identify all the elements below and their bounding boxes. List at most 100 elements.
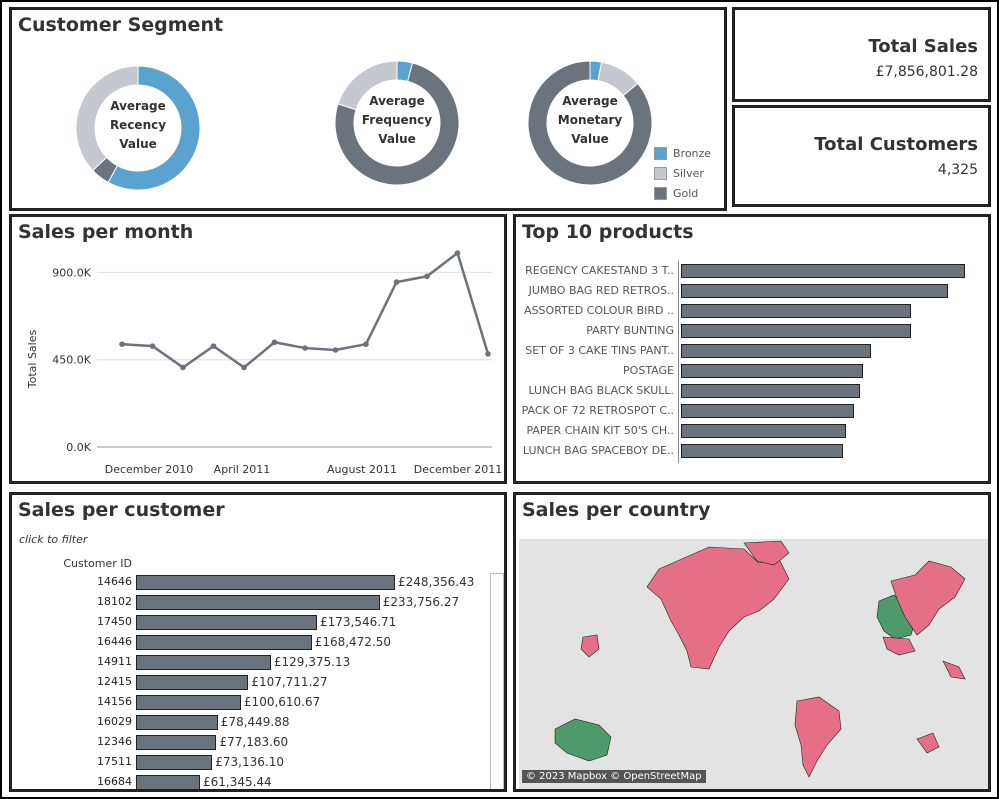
segment-donuts: Average Recency Value Average Frequency Value… — [75, 60, 653, 191]
map-region-japan[interactable] — [942, 660, 966, 680]
product-row[interactable]: REGENCY CAKESTAND 3 T.. — [516, 261, 988, 281]
data-point[interactable] — [149, 343, 156, 349]
map-region-middle-east[interactable] — [882, 636, 916, 656]
customer-id[interactable]: 16029 — [97, 715, 132, 728]
product-bar[interactable] — [681, 364, 863, 378]
donut-center-label: Frequency — [362, 113, 432, 127]
sales-per-country-panel: Sales per country © 2023 Mapbox © OpenSt… — [513, 492, 991, 792]
legend-item-bronze[interactable]: Bronze — [654, 147, 711, 160]
map-region-greenland[interactable] — [743, 540, 790, 566]
sales-per-customer-chart: 14646 £248,356.43 18102 £233,756.27 17450 £17… — [12, 573, 490, 789]
product-label: PARTY BUNTING — [586, 324, 674, 337]
customer-bar[interactable] — [136, 615, 317, 630]
customer-bar[interactable] — [136, 775, 200, 789]
customer-bar[interactable] — [136, 655, 271, 670]
customer-id[interactable]: 18102 — [97, 595, 132, 608]
customer-bar[interactable] — [136, 695, 241, 710]
map-region-pacific[interactable] — [580, 634, 600, 658]
x-tick-label: December 2011 — [414, 463, 503, 476]
x-tick-label: August 2011 — [327, 463, 397, 476]
legend-item-silver[interactable]: Silver — [654, 167, 704, 180]
customer-bar[interactable] — [136, 575, 395, 590]
donut-center-label: Value — [378, 132, 416, 146]
product-bar[interactable] — [681, 444, 843, 458]
data-point[interactable] — [180, 364, 186, 371]
product-row[interactable]: POSTAGE — [516, 361, 988, 381]
product-label: PAPER CHAIN KIT 50'S CH.. — [526, 424, 674, 437]
donut-slice-bronze[interactable] — [107, 65, 201, 191]
product-bar[interactable] — [681, 344, 872, 358]
legend-item-gold[interactable]: Gold — [654, 187, 698, 200]
product-row[interactable]: PACK OF 72 RETROSPOT C.. — [516, 401, 988, 421]
customer-segment-title: Customer Segment — [18, 14, 224, 36]
sales-per-month-panel: Sales per month 900.0K 450.0K 0.0K Total Sa… — [9, 214, 507, 484]
data-point[interactable] — [119, 341, 125, 347]
customer-sales-value: £73,136.10 — [215, 755, 284, 769]
customer-bar[interactable] — [136, 635, 312, 650]
sales-map[interactable] — [519, 539, 991, 789]
data-point[interactable] — [332, 347, 339, 353]
customer-bar[interactable] — [136, 595, 380, 610]
customer-sales-value: £61,345.44 — [202, 775, 272, 789]
total-customers-title: Total Customers — [814, 134, 978, 155]
customer-bar[interactable] — [136, 715, 218, 730]
donut-slice-silver[interactable] — [337, 60, 398, 111]
map-attribution: © 2023 Mapbox © OpenStreetMap — [522, 770, 706, 783]
legend-label: Gold — [673, 187, 699, 200]
customer-bar[interactable] — [136, 755, 213, 770]
total-sales-title: Total Sales — [868, 36, 978, 57]
customer-id-header: Customer ID — [63, 557, 132, 570]
product-row[interactable]: JUMBO BAG RED RETROS.. — [516, 281, 988, 301]
customer-sales-value: £173,546.71 — [319, 615, 397, 629]
customer-sales-value: £233,756.27 — [382, 595, 460, 609]
product-row[interactable]: ASSORTED COLOUR BIRD .. — [516, 301, 988, 321]
map-region-south-africa[interactable] — [916, 732, 940, 754]
data-point[interactable] — [210, 343, 217, 349]
map-region-australia[interactable] — [554, 718, 612, 762]
data-point[interactable] — [393, 279, 400, 285]
data-point[interactable] — [241, 364, 247, 371]
product-row[interactable]: SET OF 3 CAKE TINS PANT.. — [516, 341, 988, 361]
donut-slice-silver[interactable] — [75, 65, 139, 172]
customer-id[interactable]: 16684 — [97, 775, 132, 788]
x-tick-label: April 2011 — [214, 463, 271, 476]
customer-list-scrollbar[interactable] — [490, 573, 504, 789]
total-sales-value: £7,856,801.28 — [875, 64, 978, 80]
customer-id[interactable]: 17511 — [97, 755, 132, 768]
data-point[interactable] — [363, 341, 369, 347]
product-row[interactable]: LUNCH BAG BLACK SKULL. — [516, 381, 988, 401]
customer-bar[interactable] — [136, 675, 249, 690]
customer-id[interactable]: 12415 — [97, 675, 132, 688]
data-point[interactable] — [302, 345, 308, 351]
product-bar[interactable] — [681, 304, 912, 318]
product-bar[interactable] — [681, 324, 912, 338]
product-row[interactable]: PAPER CHAIN KIT 50'S CH.. — [516, 421, 988, 441]
customer-id[interactable]: 14911 — [97, 655, 132, 668]
product-bar[interactable] — [681, 424, 846, 438]
product-bar[interactable] — [681, 404, 855, 418]
map-region-asia[interactable] — [890, 560, 966, 636]
donut-slice-gold[interactable] — [527, 60, 653, 186]
customer-id[interactable]: 14156 — [97, 695, 132, 708]
product-bar[interactable] — [681, 264, 965, 278]
product-row[interactable]: LUNCH BAG SPACEBOY DE.. — [516, 441, 988, 461]
customer-id[interactable]: 14646 — [97, 575, 132, 588]
legend-label: Bronze — [673, 147, 712, 160]
customer-id[interactable]: 16446 — [97, 635, 132, 648]
customer-id[interactable]: 17450 — [97, 615, 132, 628]
data-point[interactable] — [454, 250, 461, 256]
customer-sales-value: £78,449.88 — [220, 715, 290, 729]
product-row[interactable]: PARTY BUNTING — [516, 321, 988, 341]
data-point[interactable] — [271, 339, 278, 346]
map-region-south-america[interactable] — [794, 696, 842, 778]
map-region-north-america[interactable] — [646, 546, 790, 670]
data-point[interactable] — [485, 351, 491, 357]
product-bar[interactable] — [681, 284, 948, 298]
customer-id[interactable]: 12346 — [97, 735, 132, 748]
top-products-panel: Top 10 products REGENCY CAKESTAND 3 T.. J… — [513, 214, 991, 484]
product-label: LUNCH BAG SPACEBOY DE.. — [522, 444, 674, 457]
product-bar[interactable] — [681, 384, 860, 398]
data-point[interactable] — [424, 273, 430, 280]
donut-slice-gold[interactable] — [334, 62, 460, 186]
customer-bar[interactable] — [136, 735, 217, 750]
